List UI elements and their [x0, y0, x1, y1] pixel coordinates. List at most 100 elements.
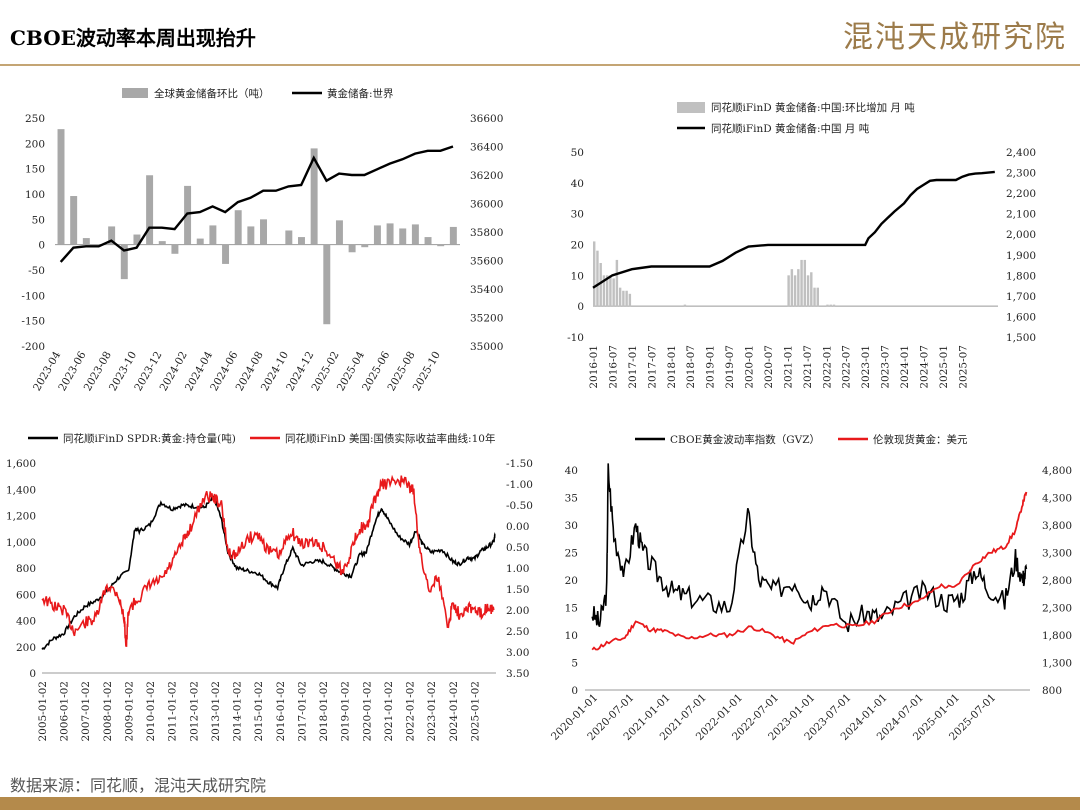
- x-tick-label: 2025-01-02: [469, 681, 481, 742]
- x-tick-label: 2011-01-02: [167, 681, 179, 742]
- bar-reserve-change: [260, 219, 267, 245]
- bar-china-reserve-change: [826, 304, 829, 307]
- y-right-tick-label: 36400: [470, 142, 503, 154]
- y-left-tick-label: 200: [25, 138, 45, 150]
- y-right-tick-label: 2.50: [506, 626, 529, 638]
- bar-reserve-change: [361, 244, 369, 248]
- y-right-tick-label: 1,700: [1006, 291, 1036, 303]
- y-right-tick-label: 1,500: [1006, 332, 1036, 344]
- bar-china-reserve-change: [813, 287, 816, 307]
- line-london-gold: [591, 491, 1028, 651]
- y-right-tick-label: 35800: [470, 227, 503, 239]
- bar-reserve-change: [108, 226, 116, 245]
- bar-china-reserve-change: [829, 304, 832, 307]
- bar-china-reserve-change: [625, 290, 628, 307]
- x-tick-label: 2017-01-02: [296, 681, 308, 742]
- bar-china-reserve-change: [609, 275, 612, 307]
- chart-china-gold-reserves: 50 40 30 20 10 0 -10 2,400 2,300 2,200 2,100 2,000 1…: [567, 101, 1036, 389]
- y-left-tick-label: -150: [21, 316, 45, 328]
- y-right-tick-label: 2,300: [1006, 168, 1036, 180]
- x-tick-label: 2018-01-02: [318, 681, 330, 742]
- bar-china-reserve-change: [806, 275, 810, 307]
- x-tick-label: 2021-07: [802, 345, 814, 389]
- bar-china-reserve-change: [599, 263, 602, 307]
- bar-reserve-change: [120, 244, 128, 280]
- y-left-tick-label: 1,400: [6, 484, 36, 496]
- bar-china-reserve-change: [618, 287, 622, 307]
- bar-reserve-change: [386, 223, 394, 245]
- y-left-tick-label: 200: [16, 642, 36, 654]
- y-left-tick-label: 25: [565, 548, 578, 560]
- y-right-tick-label: 35400: [470, 284, 503, 296]
- bar-reserve-change: [424, 237, 432, 245]
- y-right-tick-label: 0.00: [506, 521, 529, 533]
- y-right-tick-label: 2,100: [1006, 209, 1036, 221]
- x-tick-label: 2019-01-02: [340, 681, 352, 742]
- bar-reserve-change: [70, 196, 78, 245]
- brand-logo-text: 混沌天成研究院: [843, 20, 1067, 55]
- brand-logo: 混沌天成研究院: [843, 8, 1065, 58]
- bar-china-reserve-change: [612, 278, 615, 307]
- chart-global-gold-reserves: 250 200 150 100 50 0 -50 -100 -150 -200 36600 36400…: [21, 87, 503, 393]
- y-left-tick-label: -10: [567, 332, 584, 344]
- bar-reserve-change: [437, 244, 445, 247]
- y-left-tick-label: 0: [29, 668, 36, 680]
- y-right-tick-label: 800: [1042, 685, 1062, 697]
- chart-spdr-holdings-real-yield: 1,600 1,400 1,200 1,000 800 600 400 200 0 -1.50 -1…: [6, 432, 533, 742]
- x-tick-label: 2022-01: [821, 345, 833, 389]
- legend-swatch-bar: [677, 102, 705, 113]
- x-tick-label: 2013-01-02: [210, 681, 222, 742]
- y-right-tick-label: 2,400: [1006, 147, 1036, 159]
- x-tick-label: 2017-07: [646, 345, 658, 389]
- x-tick-label: 2006-01-02: [59, 681, 71, 742]
- y-right-tick-label: 36600: [470, 113, 503, 125]
- y-left-tick-label: -200: [21, 341, 45, 353]
- x-tick-label: 2023-01: [860, 345, 872, 389]
- bar-reserve-change: [133, 234, 141, 245]
- y-right-tick-label: 35200: [470, 313, 503, 325]
- y-right-tick-label: 2.00: [506, 605, 529, 617]
- legend-label: 同花顺iFinD 黄金储备:中国 月 吨: [711, 122, 870, 135]
- bar-china-reserve-change: [596, 250, 599, 307]
- y-left-tick-label: 10: [571, 270, 584, 282]
- legend-label: 全球黄金储备环比（吨）: [154, 87, 270, 100]
- x-tick-label: 2022-07: [841, 345, 853, 389]
- y-right-tick-label: 2,800: [1042, 575, 1072, 587]
- y-right-tick-label: 1,300: [1042, 658, 1072, 670]
- y-left-tick-label: 20: [565, 575, 578, 587]
- bar-reserve-change: [310, 148, 318, 245]
- y-left-tick-label: -100: [21, 290, 45, 302]
- x-tick-label: 2016-01-02: [275, 681, 287, 742]
- y-left-tick-label: -50: [28, 265, 45, 277]
- bar-china-reserve-change: [593, 241, 596, 307]
- x-tick-label: 2024-01: [899, 345, 911, 389]
- bar-reserve-change: [158, 241, 166, 245]
- y-right-tick-label: 3.00: [506, 647, 529, 659]
- y-right-tick-label: 0.50: [506, 542, 529, 554]
- bar-reserve-change: [146, 175, 154, 245]
- y-left-tick-label: 40: [571, 178, 584, 190]
- y-left-tick-label: 1,000: [6, 537, 36, 549]
- bar-china-reserve-change: [793, 275, 797, 307]
- line-real-yield-10y: [41, 474, 495, 647]
- legend-label: 同花顺iFinD 美国:国债实际收益率曲线:10年: [285, 432, 495, 445]
- bar-reserve-change: [57, 129, 65, 245]
- bar-china-reserve-change: [810, 272, 813, 307]
- bar-reserve-change: [171, 244, 179, 254]
- y-right-tick-label: 36000: [470, 199, 503, 211]
- y-right-tick-label: 1,800: [1042, 630, 1072, 642]
- data-source-note: 数据来源：同花顺，混沌天成研究院: [10, 776, 267, 795]
- page-title: CBOE波动率本周出现抬升: [10, 26, 256, 50]
- bar-reserve-change: [348, 244, 356, 253]
- y-right-tick-label: 1,600: [1006, 311, 1036, 323]
- x-tick-label: 2025-07: [957, 345, 969, 389]
- x-tick-label: 2018-01: [666, 345, 678, 389]
- bar-china-reserve-change: [622, 290, 625, 307]
- x-tick-label: 2024-01-02: [448, 681, 460, 742]
- y-right-tick-label: 1.00: [506, 563, 529, 575]
- bar-reserve-change: [234, 210, 242, 245]
- bar-china-reserve-change: [683, 304, 687, 307]
- y-right-tick-label: 3.50: [506, 668, 529, 680]
- x-tick-label: 2020-07: [763, 345, 775, 389]
- bar-reserve-change: [373, 225, 381, 245]
